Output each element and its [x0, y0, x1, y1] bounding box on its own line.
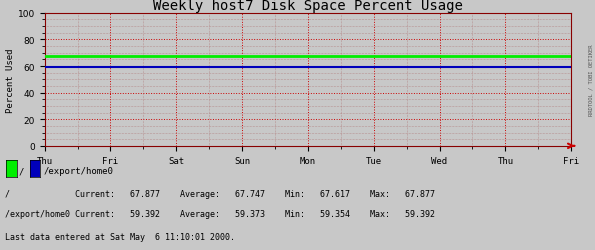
Text: /: /: [19, 167, 24, 176]
Text: /export/home0: /export/home0: [43, 167, 113, 176]
Y-axis label: Percent Used: Percent Used: [6, 48, 15, 112]
Text: /export/home0 Current:   59.392    Average:   59.373    Min:   59.354    Max:   : /export/home0 Current: 59.392 Average: 5…: [5, 209, 435, 218]
Text: RRDTOOL / TOBI OETIKER: RRDTOOL / TOBI OETIKER: [588, 44, 593, 116]
Text: Last data entered at Sat May  6 11:10:01 2000.: Last data entered at Sat May 6 11:10:01 …: [5, 232, 235, 241]
Title: Weekly host7 Disk Space Percent Usage: Weekly host7 Disk Space Percent Usage: [153, 0, 463, 12]
Text: /             Current:   67.877    Average:   67.747    Min:   67.617    Max:   : / Current: 67.877 Average: 67.747 Min: 6…: [5, 189, 435, 198]
